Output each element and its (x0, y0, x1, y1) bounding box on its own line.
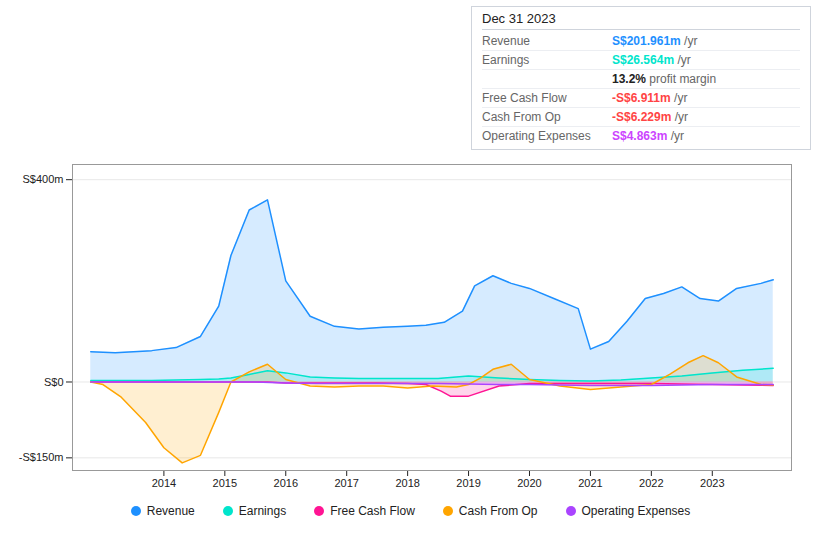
svg-text:S$0: S$0 (44, 376, 64, 388)
svg-text:2017: 2017 (334, 477, 358, 489)
html-text:-S$6.229m /yr: -S$6.229m /yr (612, 110, 688, 124)
html-text:Free Cash Flow: Free Cash Flow (482, 91, 567, 105)
html-text:Cash From Op: Cash From Op (482, 110, 561, 124)
html-text:Revenue: Revenue (146, 504, 195, 518)
html-text:Operating Expenses: Operating Expenses (482, 129, 591, 143)
html-text:Dec 31 2023: Dec 31 2023 (482, 11, 556, 26)
svg-text:2021: 2021 (578, 477, 602, 489)
html-text:S$4.863m /yr: S$4.863m /yr (612, 129, 685, 143)
svg-text:S$400m: S$400m (23, 173, 64, 185)
svg-text:2015: 2015 (213, 477, 237, 489)
svg-text:2020: 2020 (517, 477, 541, 489)
html-text:Earnings: Earnings (482, 53, 530, 67)
svg-text:2014: 2014 (152, 477, 176, 489)
html-text:Free Cash Flow: Free Cash Flow (330, 504, 415, 518)
html-text:S$201.961m /yr: S$201.961m /yr (612, 34, 698, 48)
html-text:Earnings: Earnings (238, 504, 287, 518)
html-text:S$26.564m /yr: S$26.564m /yr (612, 53, 691, 67)
html-text:Revenue: Revenue (482, 34, 530, 48)
html-text:Operating Expenses: Operating Expenses (581, 504, 691, 518)
svg-text:-S$150m: -S$150m (19, 451, 64, 463)
svg-text:2016: 2016 (274, 477, 298, 489)
html-text:13.2% profit margin: 13.2% profit margin (612, 72, 717, 86)
svg-text:2019: 2019 (456, 477, 480, 489)
svg-text:2023: 2023 (700, 477, 724, 489)
svg-text:2018: 2018 (395, 477, 419, 489)
svg-text:2022: 2022 (639, 477, 663, 489)
html-text:Cash From Op: Cash From Op (458, 504, 538, 518)
html-text:-S$6.911m /yr: -S$6.911m /yr (612, 91, 688, 105)
